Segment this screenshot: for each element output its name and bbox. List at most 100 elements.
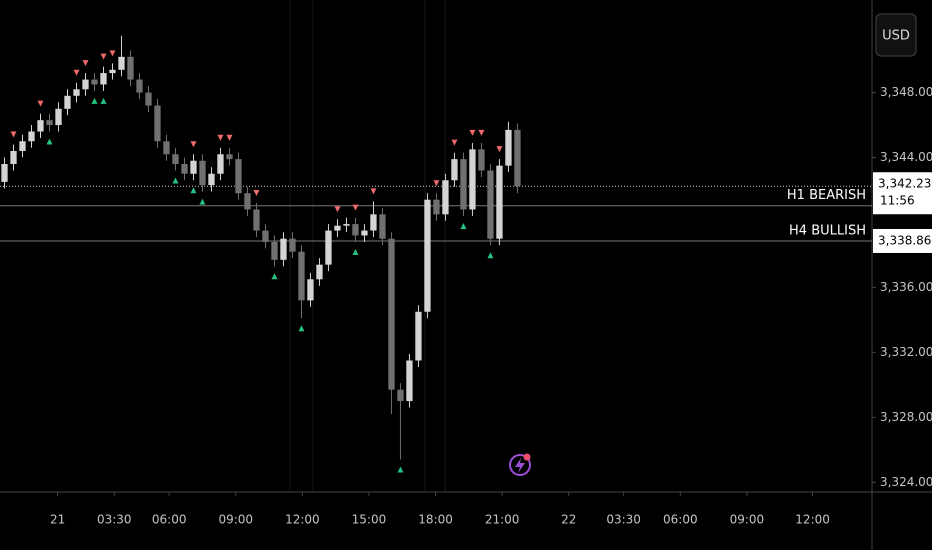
sell-signal: [478, 129, 485, 136]
candle-body: [406, 360, 413, 402]
candle-body: [505, 129, 512, 166]
candle-body: [64, 95, 71, 109]
candle-body: [388, 238, 395, 390]
last-price-label: 3,342.23: [878, 177, 931, 191]
sell-signal: [73, 69, 80, 76]
buy-signal: [298, 325, 305, 332]
x-tick-label: 03:30: [97, 513, 132, 527]
candle-body: [217, 154, 224, 174]
currency-label: USD: [882, 29, 910, 44]
price-tag: [873, 228, 932, 253]
candle-body: [19, 141, 26, 152]
candle-body: [361, 230, 368, 236]
candle-body: [10, 151, 17, 164]
candle-body: [451, 159, 458, 181]
candle-body: [352, 224, 359, 236]
candle-body: [100, 73, 107, 85]
sell-signal: [370, 188, 377, 195]
sell-signal: [433, 180, 440, 187]
alert-bolt: [515, 458, 525, 473]
buy-signal: [397, 466, 404, 473]
candle-body: [145, 92, 152, 106]
candle-body: [334, 225, 341, 231]
y-tick-label: 3,336.00: [880, 280, 932, 294]
candle-body: [424, 199, 431, 312]
x-tick-label: 22: [561, 513, 576, 527]
currency-button[interactable]: [875, 13, 917, 57]
sell-signal: [226, 134, 233, 141]
sell-signal: [190, 141, 197, 148]
candle-body: [172, 154, 179, 164]
candle-body: [478, 149, 485, 171]
sell-signal: [100, 53, 107, 60]
buy-signal: [190, 187, 197, 194]
x-tick-label: 18:00: [418, 513, 453, 527]
sell-signal: [10, 131, 17, 138]
sell-signal: [496, 146, 503, 153]
level-label: H1 BEARISH: [787, 188, 866, 203]
candle-body: [1, 164, 8, 182]
x-tick-label: 12:00: [795, 513, 830, 527]
x-tick-label: 21: [50, 513, 65, 527]
candle-body: [379, 214, 386, 239]
sell-signal: [352, 204, 359, 211]
buy-signal: [100, 97, 107, 104]
y-tick-label: 3,348.00: [880, 85, 932, 99]
x-tick-label: 06:00: [152, 513, 187, 527]
candle-body: [163, 141, 170, 155]
candle-body: [46, 120, 53, 126]
candle-body: [397, 389, 404, 402]
alert-icon[interactable]: [509, 453, 531, 476]
candle-body: [442, 180, 449, 215]
candle-body: [271, 241, 278, 260]
candle-body: [487, 170, 494, 239]
candle-body: [208, 173, 215, 186]
sell-signal: [451, 139, 458, 146]
price-tag-label: 3,338.86: [878, 233, 931, 247]
candle-body: [154, 105, 161, 142]
candle-body: [262, 230, 269, 242]
candle-body: [118, 56, 125, 70]
candle-body: [190, 160, 197, 174]
x-tick-label: 12:00: [285, 513, 320, 527]
sell-signal: [469, 129, 476, 136]
candle-body: [496, 165, 503, 239]
countdown-label: 11:56: [880, 194, 915, 208]
candle-body: [469, 149, 476, 210]
y-tick-label: 3,324.00: [880, 475, 932, 489]
buy-signal: [172, 177, 179, 184]
candle-body: [91, 79, 98, 85]
y-tick-label: 3,344.00: [880, 150, 932, 164]
x-tick-label: 09:00: [730, 513, 765, 527]
candle-body: [325, 230, 332, 265]
x-tick-label: 06:00: [663, 513, 698, 527]
candle-body: [181, 164, 188, 174]
sell-signal: [334, 206, 341, 213]
candle-body: [433, 199, 440, 215]
buy-signal: [487, 252, 494, 259]
y-tick-label: 3,328.00: [880, 410, 932, 424]
candle-body: [280, 238, 287, 260]
sell-signal: [253, 189, 260, 196]
candle-body: [244, 193, 251, 210]
buy-signal: [46, 138, 53, 145]
candle-body: [289, 238, 296, 252]
candle-body: [37, 120, 44, 132]
candle-body: [109, 69, 116, 74]
candle-body: [55, 108, 62, 126]
candle-body: [199, 160, 206, 186]
candle-body: [370, 214, 377, 231]
sell-signal: [109, 50, 116, 57]
candle-body: [415, 311, 422, 361]
buy-signal: [199, 198, 206, 205]
candle-body: [298, 251, 305, 301]
x-tick-label: 03:30: [606, 513, 641, 527]
x-tick-label: 15:00: [352, 513, 387, 527]
sell-signal: [37, 100, 44, 107]
candle-body: [235, 159, 242, 194]
buy-signal: [271, 273, 278, 280]
price-tag: [873, 172, 932, 215]
candle-body: [28, 131, 35, 142]
